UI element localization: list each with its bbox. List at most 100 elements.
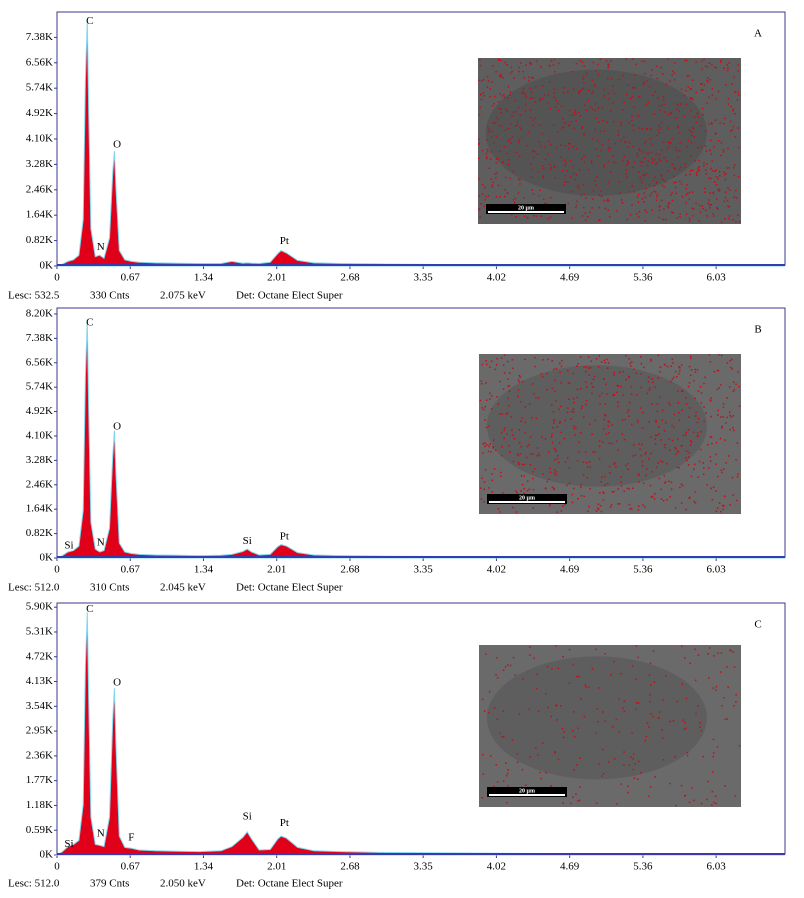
- element-dot: [716, 198, 718, 200]
- element-dot: [573, 114, 575, 116]
- element-dot: [612, 102, 614, 104]
- element-dot: [679, 370, 681, 372]
- y-tick-label: 2.46K: [26, 478, 53, 490]
- element-dot: [611, 726, 614, 728]
- element-dot: [517, 379, 520, 381]
- element-dot: [671, 163, 674, 165]
- element-dot: [698, 169, 701, 171]
- element-dot: [549, 196, 552, 199]
- element-dot: [572, 165, 574, 167]
- element-dot: [701, 205, 703, 207]
- element-dot: [678, 110, 680, 112]
- y-tick-label: 7.38K: [26, 332, 53, 344]
- element-dot: [674, 446, 676, 449]
- element-dot: [685, 450, 688, 452]
- element-dot: [515, 151, 518, 154]
- element-dot: [736, 442, 739, 444]
- element-dot: [572, 663, 575, 666]
- element-dot: [600, 481, 602, 483]
- element-dot: [716, 388, 719, 391]
- element-dot: [696, 113, 699, 115]
- element-dot: [603, 165, 605, 168]
- element-dot: [575, 204, 578, 207]
- element-dot: [529, 61, 531, 64]
- element-dot: [634, 454, 637, 456]
- element-dot: [481, 754, 484, 756]
- element-dot: [610, 60, 613, 62]
- element-dot: [561, 169, 564, 172]
- element-dot: [485, 653, 487, 655]
- element-dot: [599, 130, 602, 133]
- element-dot: [604, 653, 606, 655]
- element-dot: [648, 184, 651, 186]
- element-dot: [510, 66, 513, 69]
- footer-info: Lesc: 532.5: [8, 290, 60, 302]
- element-dot: [713, 801, 715, 804]
- element-dot: [642, 161, 644, 163]
- element-dot: [499, 150, 501, 152]
- element-dot: [604, 475, 606, 478]
- element-dot: [572, 88, 575, 90]
- element-dot: [679, 180, 681, 183]
- element-dot: [727, 217, 730, 220]
- element-dot: [568, 648, 571, 651]
- element-dot: [677, 390, 679, 392]
- element-dot: [653, 681, 656, 683]
- element-dot: [688, 365, 691, 368]
- element-dot: [655, 65, 658, 67]
- x-tick-label: 3.35: [414, 272, 434, 284]
- element-dot: [481, 477, 483, 479]
- element-dot: [535, 747, 537, 749]
- element-dot: [733, 705, 735, 707]
- element-dot: [729, 189, 731, 191]
- element-dot: [721, 705, 723, 707]
- element-dot: [617, 385, 620, 387]
- element-dot: [631, 361, 633, 363]
- element-dot: [553, 422, 555, 424]
- element-dot: [669, 449, 671, 452]
- element-dot: [595, 510, 598, 512]
- element-dot: [480, 487, 482, 489]
- element-dot: [658, 205, 661, 207]
- element-dot: [570, 176, 572, 178]
- element-dot: [517, 395, 519, 398]
- element-dot: [554, 752, 556, 754]
- element-dot: [652, 715, 654, 718]
- element-dot: [510, 213, 513, 216]
- element-dot: [597, 366, 600, 368]
- element-dot: [662, 499, 665, 502]
- element-dot: [606, 121, 608, 123]
- element-dot: [500, 112, 502, 114]
- element-dot: [722, 149, 725, 151]
- element-dot: [504, 427, 506, 429]
- element-dot: [553, 447, 556, 450]
- element-dot: [644, 196, 647, 199]
- element-dot: [506, 64, 508, 66]
- element-dot: [644, 453, 646, 456]
- element-dot: [631, 423, 633, 426]
- element-dot: [533, 214, 535, 217]
- element-dot: [524, 358, 526, 361]
- x-tick-label: 0.67: [121, 564, 141, 576]
- element-dot: [504, 176, 507, 179]
- element-dot: [522, 678, 524, 680]
- element-dot: [726, 69, 729, 72]
- element-dot: [628, 375, 630, 378]
- element-dot: [521, 380, 524, 383]
- element-dot: [593, 375, 596, 378]
- element-dot: [585, 371, 587, 373]
- element-dot: [667, 113, 670, 116]
- element-dot: [573, 111, 576, 114]
- element-dot: [643, 174, 646, 177]
- element-dot: [552, 427, 554, 429]
- element-dot: [534, 117, 537, 119]
- element-dot: [736, 197, 738, 199]
- element-dot: [688, 75, 690, 77]
- element-dot: [555, 704, 558, 706]
- element-dot: [654, 776, 656, 778]
- element-dot: [595, 732, 597, 735]
- element-dot: [704, 376, 706, 379]
- element-dot: [508, 444, 510, 447]
- element-dot: [500, 471, 502, 474]
- element-dot: [556, 511, 558, 513]
